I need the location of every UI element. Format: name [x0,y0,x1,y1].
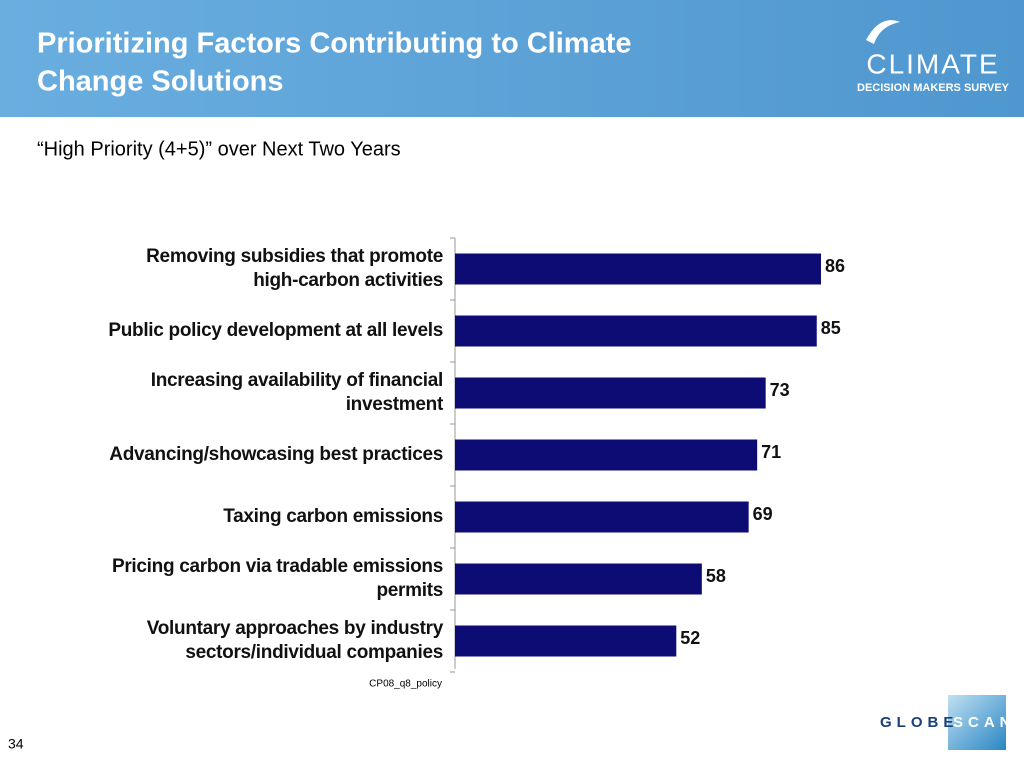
bar [455,315,817,347]
bar [455,501,749,533]
category-label: Pricing carbon via tradable emissions [112,556,443,577]
category-label: Taxing carbon emissions [223,506,443,527]
value-label: 69 [753,504,773,524]
category-label: Public policy development at all levels [108,320,443,341]
category-label: sectors/individual companies [185,642,443,663]
logo-icon [866,20,900,44]
value-label: 86 [825,256,845,276]
category-label: Removing subsidies that promote [146,246,443,267]
title: Prioritizing Factors Contributing to Cli… [37,28,632,60]
value-label: 58 [706,566,726,586]
bar [455,253,821,285]
bar [455,563,702,595]
category-label: Increasing availability of financial [151,370,443,391]
value-label: 52 [680,628,700,648]
page-number: 34 [8,736,24,752]
header-band [0,0,1024,117]
brand: SCAN [953,714,1016,731]
category-label: Advancing/showcasing best practices [109,444,443,465]
bar [455,625,677,657]
source-note: CP08_q8_policy [369,679,442,690]
logo-tagline: DECISION MAKERS SURVEY [857,82,1010,94]
category-label: high-carbon activities [253,270,443,291]
bar [455,439,758,471]
value-label: 71 [761,442,781,462]
value-label: 85 [821,318,841,338]
logo-word: CLIMATE [866,48,999,79]
category-label: Voluntary approaches by industry [147,618,444,639]
brand-square [948,695,1006,750]
brand: GLOBE [880,714,958,731]
value-label: 73 [770,380,790,400]
category-label: investment [346,394,444,415]
title: Change Solutions [37,66,284,98]
bar [455,377,766,409]
category-label: permits [376,580,443,601]
subtitle: “High Priority (4+5)” over Next Two Year… [37,138,401,160]
